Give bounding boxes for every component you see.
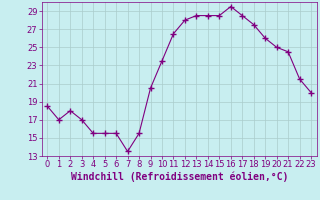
- X-axis label: Windchill (Refroidissement éolien,°C): Windchill (Refroidissement éolien,°C): [70, 172, 288, 182]
